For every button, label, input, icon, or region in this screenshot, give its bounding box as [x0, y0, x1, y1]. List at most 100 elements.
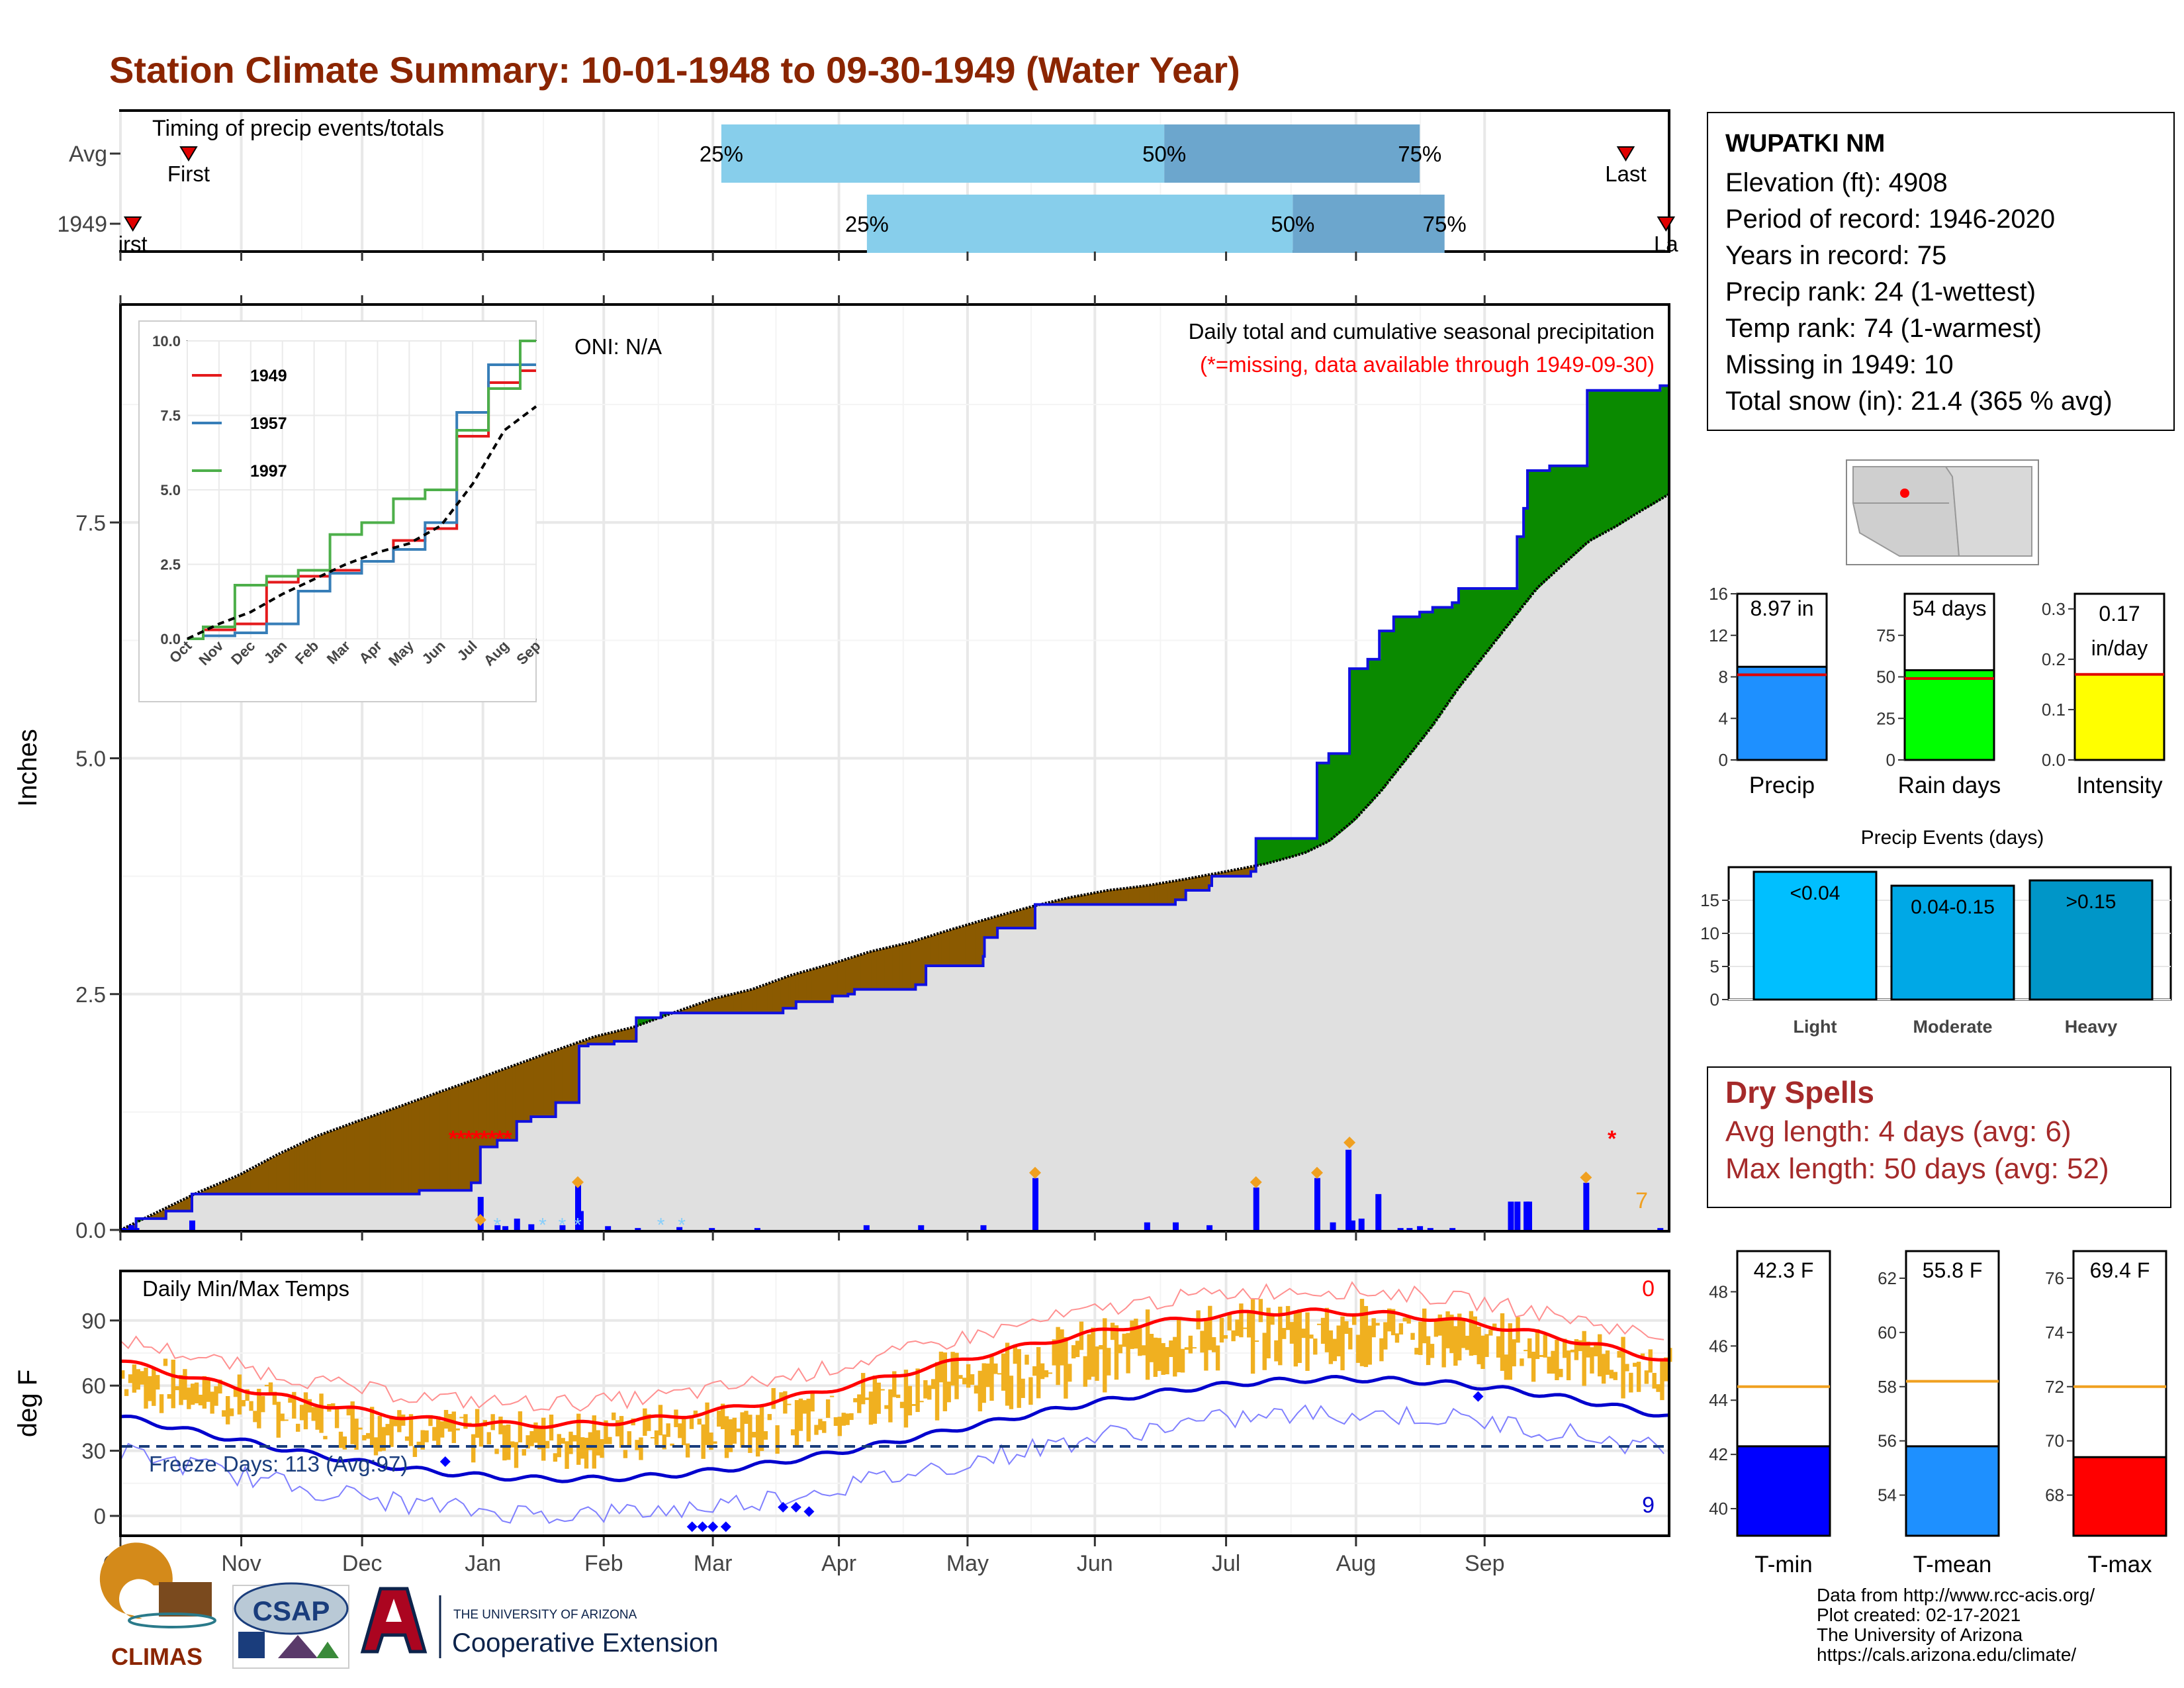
daily-temp-bar [1173, 1336, 1177, 1377]
daily-temp-bar [1258, 1299, 1263, 1323]
daily-precip-bar [635, 1228, 641, 1230]
daily-temp-bar [1145, 1309, 1150, 1380]
daily-temp-bar [1110, 1323, 1115, 1340]
daily-temp-bar [1099, 1344, 1103, 1350]
precip-missing-note: (*=missing, data available through 1949-… [1200, 352, 1655, 377]
daily-temp-bar [202, 1376, 207, 1409]
events-x-label: Heavy [2065, 1017, 2118, 1037]
daily-temp-bar [612, 1412, 616, 1421]
timing-bar-50-75-0 [1164, 124, 1420, 183]
daily-temp-bar [670, 1443, 674, 1446]
daily-temp-bar [140, 1371, 144, 1385]
daily-temp-bar [389, 1418, 394, 1447]
csap-logo-text: CSAP [253, 1595, 330, 1626]
summary-tick: 0.2 [2042, 649, 2066, 669]
summary-tick: 0 [1886, 750, 1895, 770]
month-tick-label: Sep [1465, 1551, 1505, 1576]
timing-bar-25-50-1 [866, 195, 1293, 253]
cold-day-marker [439, 1456, 451, 1467]
daily-temp-bar [1586, 1341, 1590, 1358]
daily-temp-bar [1032, 1366, 1037, 1376]
daily-temp-bar [1122, 1333, 1126, 1347]
cold-day-marker [697, 1521, 708, 1532]
timing-row-label: Avg [69, 142, 107, 167]
timing-pct-label: 75% [1423, 212, 1467, 236]
daily-temp-bar [257, 1388, 261, 1429]
daily-temp-bar [478, 1425, 484, 1447]
daily-temp-bar [541, 1417, 546, 1461]
events-range-label: >0.15 [2066, 891, 2116, 913]
daily-temp-bar [752, 1432, 756, 1438]
daily-temp-bar [191, 1383, 195, 1405]
heavy-event-marker [474, 1213, 486, 1226]
temp-summary-value: 42.3 F [1754, 1258, 1814, 1282]
daily-temp-bar [919, 1401, 924, 1403]
daily-temp-bar [136, 1369, 140, 1390]
daily-temp-bar [1426, 1336, 1431, 1366]
daily-temp-bar [833, 1417, 839, 1427]
daily-temp-bar [1598, 1334, 1602, 1377]
daily-temp-bar [627, 1431, 631, 1448]
daily-temp-bar [514, 1442, 519, 1468]
daily-temp-bar [222, 1410, 226, 1417]
daily-temp-bar [1126, 1333, 1130, 1374]
last-event-label: La [1654, 232, 1678, 256]
daily-temp-bar [767, 1414, 772, 1421]
daily-temp-bar [662, 1434, 666, 1450]
events-x-label: Moderate [1913, 1017, 1992, 1037]
cold-day-marker [778, 1501, 789, 1513]
daily-temp-bar [1138, 1325, 1142, 1356]
timing-pct-label: 50% [1271, 212, 1314, 236]
missing-data-marker: * [457, 1127, 466, 1152]
summary-tick: 0 [1719, 750, 1728, 770]
summary-tick: 50 [1876, 667, 1895, 687]
daily-temp-bar [1344, 1321, 1349, 1335]
dry-spells-avg: Avg length: 4 days (avg: 6) [1725, 1115, 2071, 1148]
climas-logo: CLIMAS [99, 1542, 216, 1670]
daily-temp-bar [713, 1441, 717, 1444]
daily-precip-bar [1206, 1225, 1213, 1230]
daily-temp-bar [822, 1421, 827, 1433]
summary-value-text: 8.97 in [1750, 596, 1813, 620]
daily-temp-bar [1640, 1353, 1645, 1357]
month-tick-label: Mar [694, 1551, 733, 1576]
daily-temp-bar [623, 1450, 628, 1458]
daily-temp-bar [319, 1393, 324, 1433]
daily-temp-bar [997, 1373, 1002, 1375]
daily-temp-bar [1071, 1345, 1076, 1359]
daily-temp-bar [974, 1385, 979, 1394]
daily-precip-bar [477, 1197, 484, 1230]
temp-summary-tick: 68 [2045, 1485, 2064, 1505]
daily-temp-bar [888, 1389, 893, 1423]
daily-temp-bar [1480, 1335, 1485, 1370]
summary-tick: 0.3 [2042, 599, 2066, 619]
temps-top-count: 0 [1642, 1276, 1655, 1301]
daily-temp-bar [993, 1363, 998, 1374]
daily-temp-bar [845, 1413, 850, 1425]
daily-temp-bar [1309, 1335, 1314, 1339]
events-y-tick: 5 [1710, 957, 1719, 976]
inset-legend-label: 1949 [250, 367, 287, 385]
station-snow: Total snow (in): 21.4 (365 % avg) [1725, 387, 2113, 416]
daily-precip-bar [128, 1225, 134, 1230]
heavy-event-marker [1311, 1166, 1324, 1179]
inset-y-tick: 10.0 [152, 333, 181, 350]
cold-day-marker [686, 1521, 698, 1532]
daily-temp-bar [296, 1423, 300, 1432]
daily-temp-bar [1625, 1364, 1629, 1372]
daily-temp-bar [860, 1373, 866, 1405]
missing-data-marker: * [472, 1127, 481, 1152]
events-y-tick: 15 [1700, 890, 1719, 910]
daily-temp-bar [1422, 1308, 1427, 1344]
daily-temp-bar [1028, 1377, 1033, 1405]
events-range-label: 0.04-0.15 [1911, 896, 1995, 918]
daily-temp-bar [1200, 1331, 1205, 1353]
daily-temp-bar [787, 1403, 792, 1405]
daily-temp-bar [428, 1415, 433, 1427]
daily-temp-bar [759, 1406, 764, 1451]
snow-marker: * [678, 1214, 686, 1236]
timing-label: Timing of precip events/totals [152, 116, 444, 141]
month-tick-label: Jun [1077, 1551, 1113, 1576]
daily-temp-bar [1254, 1340, 1259, 1342]
daily-precip-bar [1525, 1201, 1532, 1230]
